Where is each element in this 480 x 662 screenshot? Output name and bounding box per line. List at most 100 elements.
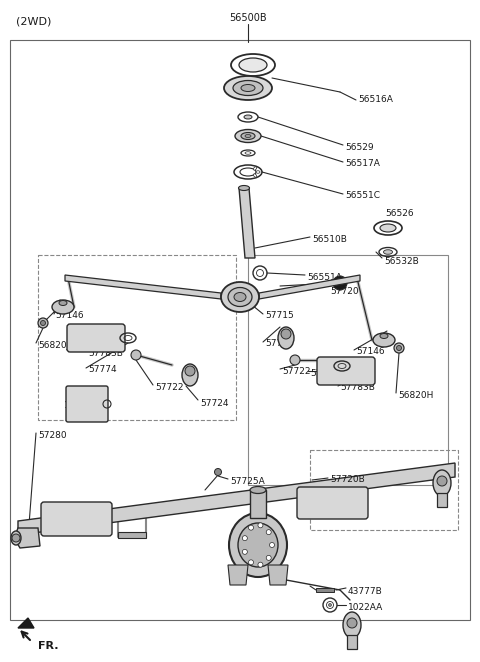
Ellipse shape (256, 171, 260, 173)
Text: FR.: FR. (38, 641, 59, 651)
Circle shape (38, 318, 48, 328)
Bar (10, 40, 470, 620)
Text: 56510B: 56510B (312, 234, 347, 244)
Ellipse shape (380, 334, 388, 338)
Ellipse shape (182, 364, 198, 386)
Text: 43777B: 43777B (348, 587, 383, 596)
Bar (310, 450, 458, 530)
Ellipse shape (253, 174, 257, 177)
Ellipse shape (239, 58, 267, 72)
Ellipse shape (244, 115, 252, 119)
FancyBboxPatch shape (297, 487, 368, 519)
Ellipse shape (241, 132, 255, 140)
FancyBboxPatch shape (41, 502, 112, 536)
Ellipse shape (221, 282, 259, 312)
Ellipse shape (235, 130, 261, 142)
Ellipse shape (343, 612, 361, 638)
Text: 57146: 57146 (55, 312, 84, 320)
Text: 57722: 57722 (282, 367, 311, 375)
Ellipse shape (249, 525, 253, 530)
Text: 56526: 56526 (385, 209, 414, 218)
Polygon shape (65, 275, 221, 299)
Text: 57725A: 57725A (230, 477, 265, 485)
Bar (248, 255, 448, 485)
Text: 57280: 57280 (38, 430, 67, 440)
Ellipse shape (234, 293, 246, 301)
Bar (316, 588, 334, 592)
Ellipse shape (269, 542, 275, 547)
Ellipse shape (266, 555, 271, 560)
Bar (437, 493, 447, 507)
Bar (347, 635, 357, 649)
Text: 57720: 57720 (330, 287, 359, 297)
Bar (250, 490, 266, 518)
Circle shape (290, 355, 300, 365)
Ellipse shape (253, 167, 257, 170)
Text: 57720B: 57720B (330, 475, 365, 485)
Polygon shape (18, 463, 455, 535)
Text: 56551C: 56551C (345, 191, 380, 201)
Circle shape (396, 346, 401, 350)
Circle shape (394, 343, 404, 353)
Circle shape (185, 366, 195, 376)
Text: 57783B: 57783B (340, 383, 375, 393)
Circle shape (281, 329, 291, 339)
Polygon shape (228, 565, 248, 585)
Ellipse shape (373, 333, 395, 347)
Circle shape (347, 618, 357, 628)
Ellipse shape (242, 536, 247, 541)
Ellipse shape (258, 562, 263, 567)
Circle shape (40, 320, 46, 326)
Text: 56532B: 56532B (384, 256, 419, 265)
FancyBboxPatch shape (67, 324, 125, 352)
Ellipse shape (228, 287, 252, 307)
Ellipse shape (433, 470, 451, 496)
Ellipse shape (380, 224, 396, 232)
Text: 57146: 57146 (356, 348, 384, 357)
Polygon shape (268, 565, 288, 585)
Text: 56820H: 56820H (398, 391, 433, 399)
Text: 56820J: 56820J (38, 340, 69, 350)
Ellipse shape (238, 523, 278, 567)
Ellipse shape (59, 301, 67, 305)
Circle shape (131, 350, 141, 360)
Text: 57715: 57715 (265, 312, 294, 320)
Bar (38, 255, 236, 420)
Ellipse shape (266, 530, 271, 535)
Circle shape (437, 476, 447, 486)
Ellipse shape (239, 185, 250, 191)
Text: 56551A: 56551A (307, 273, 342, 281)
Ellipse shape (241, 85, 255, 91)
Circle shape (328, 604, 332, 606)
Polygon shape (14, 528, 40, 548)
Text: 57722: 57722 (155, 383, 183, 393)
Ellipse shape (250, 487, 266, 493)
Text: 57774: 57774 (88, 365, 117, 375)
Text: 56529: 56529 (345, 142, 373, 152)
Polygon shape (239, 188, 255, 258)
Ellipse shape (224, 76, 272, 100)
Ellipse shape (384, 250, 393, 254)
FancyBboxPatch shape (66, 386, 108, 422)
FancyBboxPatch shape (317, 357, 375, 385)
Ellipse shape (233, 81, 263, 95)
Ellipse shape (229, 513, 287, 577)
Text: 57783B: 57783B (88, 348, 123, 357)
Ellipse shape (249, 560, 253, 565)
Text: 1022AA: 1022AA (348, 602, 383, 612)
Circle shape (12, 534, 20, 542)
Circle shape (333, 276, 347, 290)
Ellipse shape (52, 300, 74, 314)
Text: 56516A: 56516A (358, 95, 393, 105)
Text: 56500B: 56500B (229, 13, 267, 23)
Ellipse shape (242, 549, 247, 554)
Text: (2WD): (2WD) (16, 17, 51, 27)
Text: 57774: 57774 (310, 369, 338, 377)
Ellipse shape (258, 523, 263, 528)
Text: 57724: 57724 (200, 399, 228, 408)
Ellipse shape (278, 327, 294, 349)
Ellipse shape (245, 134, 251, 138)
Text: 56517A: 56517A (345, 160, 380, 169)
Polygon shape (259, 275, 360, 299)
Polygon shape (18, 618, 34, 628)
